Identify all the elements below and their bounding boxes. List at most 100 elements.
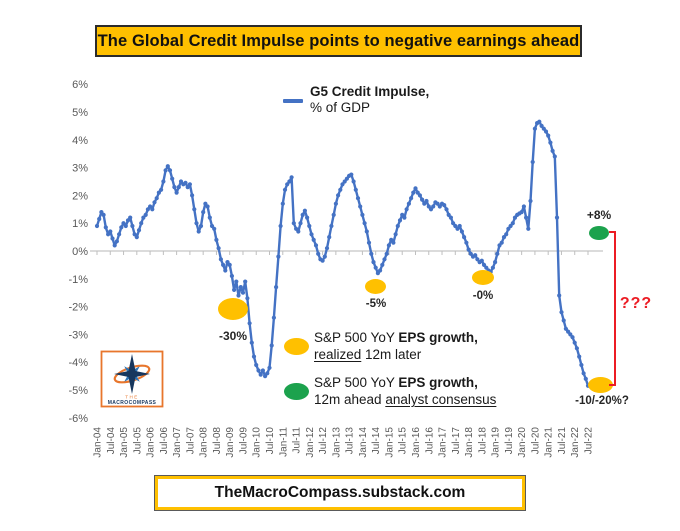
data-point-marker (234, 279, 239, 284)
data-point-marker (402, 215, 407, 220)
x-axis-label: Jul-19 (504, 427, 515, 455)
data-point-marker (289, 175, 294, 180)
data-point-marker (313, 243, 319, 248)
data-point-marker (464, 240, 469, 245)
x-axis-label: Jul-22 (584, 427, 595, 455)
x-axis-label: Jan-11 (278, 427, 289, 457)
question-marks-label: ??? (619, 295, 653, 312)
data-point-marker (322, 254, 327, 259)
data-point-marker (161, 179, 166, 184)
x-axis-label: Jan-04 (93, 427, 104, 458)
data-point-marker (404, 207, 409, 212)
data-point-marker (543, 129, 549, 134)
data-point-marker (548, 140, 553, 145)
data-point-marker (358, 204, 363, 209)
logo-text-name: MACROCOMPASS (108, 400, 157, 406)
data-point-marker (510, 221, 515, 226)
data-point-marker (103, 225, 108, 230)
data-point-marker (174, 190, 179, 195)
y-axis-label: -5% (68, 385, 88, 397)
data-point-marker (353, 187, 358, 192)
data-point-marker (327, 235, 332, 240)
data-point-marker (291, 221, 296, 226)
data-point-marker (530, 159, 535, 165)
x-axis-label: Jul-18 (477, 427, 488, 455)
x-axis-label: Jan-06 (146, 427, 157, 458)
data-point-marker (574, 346, 580, 351)
x-axis-label: Jan-13 (331, 427, 342, 458)
data-point-marker (123, 223, 128, 229)
macrocompass-logo: THE MACROCOMPASS (100, 350, 164, 408)
gap-bracket (609, 231, 616, 386)
data-point-marker (143, 212, 148, 217)
data-point-marker (459, 229, 464, 234)
data-point-marker (170, 176, 175, 181)
data-point-marker (336, 193, 341, 198)
consensus-eps-dot (589, 226, 609, 240)
data-point-marker (212, 226, 217, 231)
eps-realized-underline: realized (314, 347, 362, 362)
data-point-marker (572, 340, 577, 345)
data-point-marker (524, 215, 529, 220)
data-point-marker (504, 232, 509, 237)
data-point-marker (108, 229, 113, 234)
data-point-marker (338, 187, 343, 192)
data-point-marker (178, 179, 184, 184)
data-point-marker (251, 354, 257, 359)
data-point-marker (382, 257, 387, 262)
data-point-marker (139, 221, 144, 226)
eps-realized-prefix: S&P 500 YoY (314, 330, 399, 345)
data-point-marker (583, 376, 588, 381)
data-point-marker (214, 237, 219, 242)
data-point-marker (481, 262, 487, 267)
data-point-marker (276, 254, 281, 259)
data-point-marker (406, 201, 411, 206)
data-point-marker (490, 265, 495, 270)
x-axis-label: Jul-06 (159, 427, 170, 455)
data-point-marker (371, 260, 376, 265)
data-point-marker (97, 216, 102, 222)
data-point-marker (150, 207, 155, 212)
data-point-marker (274, 285, 279, 290)
eps-consensus-bold: EPS growth, (398, 375, 478, 390)
data-point-marker (232, 287, 237, 292)
x-axis-label: Jul-07 (185, 427, 196, 455)
data-point-marker (521, 204, 527, 209)
data-point-marker (196, 229, 201, 234)
logo-text-the: THE (125, 395, 139, 400)
data-point-marker (258, 372, 263, 377)
data-point-marker (236, 293, 241, 298)
data-point-marker (413, 186, 418, 191)
realized-eps-legend-dot-icon (284, 338, 309, 355)
data-point-marker (554, 215, 560, 220)
line-legend-sublabel: % of GDP (310, 100, 371, 115)
eps-legend-consensus: S&P 500 YoY EPS growth, 12m ahead analys… (314, 374, 574, 408)
data-point-marker (280, 201, 285, 206)
x-axis-label: Jul-14 (371, 427, 382, 455)
data-point-marker (192, 207, 197, 212)
data-point-marker (550, 148, 555, 153)
data-point-marker (526, 226, 531, 231)
x-axis-label: Jan-21 (544, 427, 555, 458)
page-title: The Global Credit Impulse points to nega… (97, 31, 580, 50)
data-point-marker (397, 218, 403, 223)
data-point-marker (424, 198, 429, 204)
data-point-marker (159, 187, 164, 192)
x-axis-label: Jan-07 (172, 427, 183, 458)
x-axis-label: Jan-16 (411, 427, 422, 458)
data-point-marker (216, 246, 221, 251)
y-axis-label: -4% (68, 357, 88, 369)
y-axis-label: -6% (68, 413, 88, 425)
x-axis-label: Jan-17 (438, 427, 449, 458)
data-point-marker (187, 182, 192, 187)
implied-eps-label: -10/-20%? (575, 395, 629, 407)
x-axis-label: Jan-14 (358, 427, 369, 458)
data-point-marker (479, 258, 484, 263)
data-point-marker (349, 172, 354, 177)
data-point-marker (448, 215, 453, 220)
data-point-marker (163, 168, 168, 173)
x-axis-label: Jan-08 (199, 427, 210, 458)
data-point-marker (269, 343, 274, 348)
data-point-marker (245, 296, 250, 301)
eps-legend-realized: S&P 500 YoY EPS growth, realized 12m lat… (314, 329, 574, 363)
